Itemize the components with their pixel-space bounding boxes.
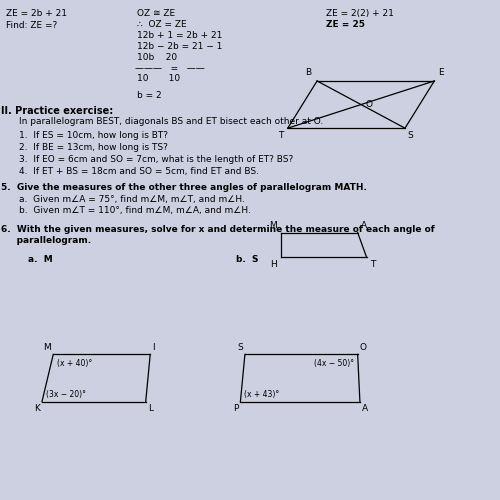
Text: ZE = 2b + 21: ZE = 2b + 21 <box>6 9 67 18</box>
Text: In parallelogram BEST, diagonals BS and ET bisect each other at O.: In parallelogram BEST, diagonals BS and … <box>20 116 324 126</box>
Text: O: O <box>366 100 372 109</box>
Text: O: O <box>360 343 367 352</box>
Text: S: S <box>237 343 242 352</box>
Text: a.  M: a. M <box>28 255 53 264</box>
Text: b = 2: b = 2 <box>136 91 162 100</box>
Text: parallelogram.: parallelogram. <box>2 236 92 245</box>
Text: 3.  If EO = 6cm and SO = 7cm, what is the length of ET? BS?: 3. If EO = 6cm and SO = 7cm, what is the… <box>20 154 293 164</box>
Text: ZE = 25: ZE = 25 <box>326 20 365 29</box>
Text: (3x − 20)°: (3x − 20)° <box>46 390 86 399</box>
Text: P: P <box>233 404 238 412</box>
Text: T: T <box>370 260 376 269</box>
Text: 10       10: 10 10 <box>136 74 180 84</box>
Text: 12b − 2b = 21 − 1: 12b − 2b = 21 − 1 <box>136 42 222 50</box>
Text: I: I <box>152 343 155 352</box>
Text: K: K <box>34 404 40 412</box>
Text: S: S <box>408 131 414 140</box>
Text: ∴  OZ = ZE: ∴ OZ = ZE <box>136 20 186 29</box>
Text: 2.  If BE = 13cm, how long is TS?: 2. If BE = 13cm, how long is TS? <box>20 142 169 152</box>
Text: ZE = 2(2) + 21: ZE = 2(2) + 21 <box>326 9 394 18</box>
Text: 4.  If ET + BS = 18cm and SO = 5cm, find ET and BS.: 4. If ET + BS = 18cm and SO = 5cm, find … <box>20 167 260 176</box>
Text: Find: ZE =?: Find: ZE =? <box>6 22 57 30</box>
Text: E: E <box>438 68 444 77</box>
Text: A: A <box>362 220 368 230</box>
Text: b.  S: b. S <box>236 255 258 264</box>
Text: 6.  With the given measures, solve for x and determine the measure of each angle: 6. With the given measures, solve for x … <box>2 225 435 234</box>
Text: M: M <box>43 343 51 352</box>
Text: (4x − 50)°: (4x − 50)° <box>314 360 354 368</box>
Text: (x + 43)°: (x + 43)° <box>244 390 280 399</box>
Text: M: M <box>268 220 276 230</box>
Text: H: H <box>270 260 276 269</box>
Text: B: B <box>306 68 312 77</box>
Text: II. Practice exercise:: II. Practice exercise: <box>2 106 114 116</box>
Text: 12b + 1 = 2b + 21: 12b + 1 = 2b + 21 <box>136 30 222 40</box>
Text: L: L <box>148 404 153 412</box>
Text: A: A <box>362 404 368 412</box>
Text: b.  Given m∠T = 110°, find m∠M, m∠A, and m∠H.: b. Given m∠T = 110°, find m∠M, m∠A, and … <box>20 206 252 215</box>
Text: T: T <box>278 131 283 140</box>
Text: ———   =   ——: ——— = —— <box>135 64 204 72</box>
Text: (x + 40)°: (x + 40)° <box>57 360 92 368</box>
Text: 5.  Give the measures of the other three angles of parallelogram MATH.: 5. Give the measures of the other three … <box>2 183 368 192</box>
Text: OZ ≅ ZE: OZ ≅ ZE <box>136 9 175 18</box>
Text: a.  Given m∠A = 75°, find m∠M, m∠T, and m∠H.: a. Given m∠A = 75°, find m∠M, m∠T, and m… <box>20 196 246 204</box>
Text: 1.  If ES = 10cm, how long is BT?: 1. If ES = 10cm, how long is BT? <box>20 130 169 140</box>
Text: 10b    20: 10b 20 <box>136 52 177 62</box>
